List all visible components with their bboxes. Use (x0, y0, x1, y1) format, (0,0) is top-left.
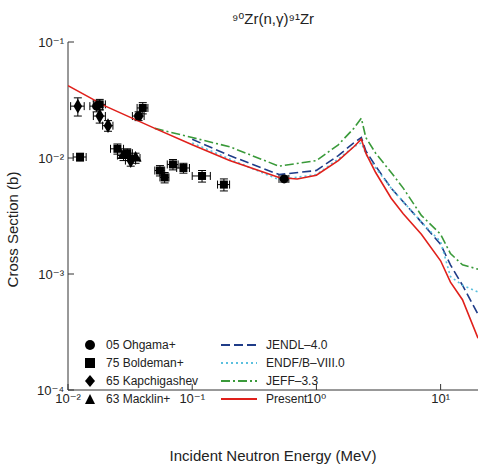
html-text:05 Ohgama+: 05 Ohgama+ (106, 338, 176, 352)
html-text:⁹⁰Zr(n,γ)⁹¹Zr: ⁹⁰Zr(n,γ)⁹¹Zr (231, 10, 315, 27)
html-text:75 Boldeman+: 75 Boldeman+ (106, 356, 184, 370)
html-text:ENDF/B–VIII.0: ENDF/B–VIII.0 (266, 356, 345, 370)
html-text:Present: Present (266, 392, 308, 406)
svg-text:10⁰: 10⁰ (307, 391, 327, 406)
svg-text:10⁻¹: 10⁻¹ (38, 35, 64, 50)
html-text:63 Macklin+: 63 Macklin+ (106, 392, 171, 406)
svg-text:10¹: 10¹ (431, 391, 450, 406)
svg-text:10⁻²: 10⁻² (38, 151, 64, 166)
html-text:65 Kapchigashev: 65 Kapchigashev (106, 374, 199, 388)
html-text:Cross Section (b): Cross Section (b) (3, 171, 21, 288)
svg-text:10⁻³: 10⁻³ (38, 267, 64, 282)
svg-text:10⁻¹: 10⁻¹ (179, 391, 205, 406)
svg-text:10⁻⁴: 10⁻⁴ (37, 383, 64, 398)
html-text:Incident Neutron Energy (MeV): Incident Neutron Energy (MeV) (169, 447, 377, 464)
svg-text:10⁻²: 10⁻² (55, 391, 81, 407)
html-text:JENDL–4.0: JENDL–4.0 (266, 338, 328, 352)
html-text:JEFF–3.3: JEFF–3.3 (266, 374, 319, 388)
